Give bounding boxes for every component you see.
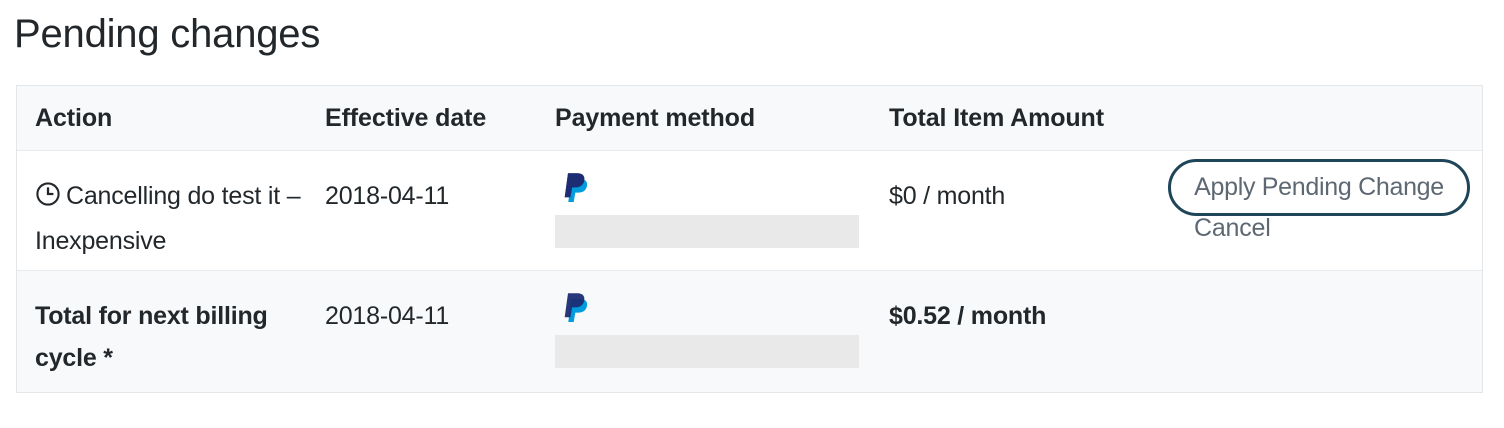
clock-icon — [35, 178, 61, 220]
column-header-action: Action — [35, 103, 113, 132]
table-header-row: Action Effective date Payment method Tot… — [17, 86, 1482, 151]
cell-total-item-amount: $0 / month — [889, 182, 1006, 210]
column-header-total-item-amount: Total Item Amount — [889, 103, 1104, 132]
page-title: Pending changes — [14, 12, 321, 56]
cancel-link[interactable]: Cancel — [1194, 214, 1271, 242]
apply-pending-change-button[interactable]: Apply Pending Change — [1168, 159, 1470, 216]
cell-action: Total for next billing cycle * — [17, 271, 321, 379]
table-row: Total for next billing cycle * 2018-04-1… — [17, 271, 1482, 392]
payment-method-redacted-bar — [555, 215, 859, 248]
cell-total-item-amount: $0.52 / month — [889, 302, 1047, 330]
paypal-logo-icon — [563, 171, 593, 205]
cell-effective-date: 2018-04-11 — [325, 182, 450, 210]
cell-payment-method — [551, 271, 885, 368]
pending-changes-table: Action Effective date Payment method Tot… — [16, 85, 1483, 393]
cell-action-text: Total for next billing cycle * — [35, 302, 268, 372]
column-header-effective-date: Effective date — [325, 103, 487, 132]
cell-action: Cancelling do test it – Inexpensive — [17, 151, 321, 262]
column-header-payment-method: Payment method — [555, 103, 756, 132]
payment-method-redacted-bar — [555, 335, 859, 368]
cell-action-text: Cancelling do test it – Inexpensive — [35, 182, 301, 255]
paypal-logo-icon — [563, 291, 593, 325]
cell-effective-date: 2018-04-11 — [325, 302, 450, 330]
table-row: Cancelling do test it – Inexpensive 2018… — [17, 151, 1482, 271]
cell-payment-method — [551, 151, 885, 248]
